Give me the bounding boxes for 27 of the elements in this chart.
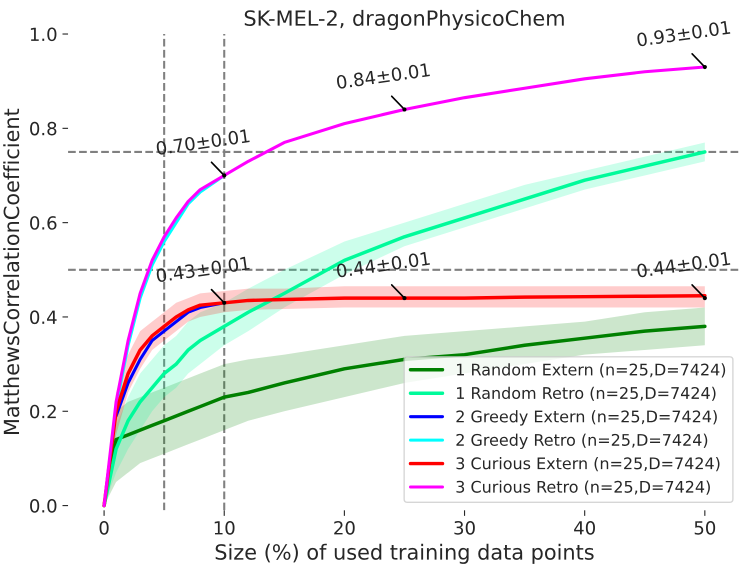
y-axis-title: MatthewsCorrelationCoefficient [3, 108, 20, 434]
legend-label: 1 Random Retro (n=25,D=7424) [457, 386, 716, 401]
x-tick-label: 20 [334, 521, 355, 535]
legend-label: 1 Random Extern (n=25,D=7424) [457, 363, 726, 378]
x-tick-label: 40 [574, 521, 595, 535]
annotation: 0.43±0.01 [156, 256, 250, 283]
x-tick-label: 10 [214, 521, 235, 535]
x-axis-title: Size (%) of used training data points [216, 544, 594, 564]
y-tick-label: 0.6 [30, 216, 56, 230]
y-tick-label: 0.4 [30, 310, 57, 324]
legend-label: 3 Curious Extern (n=25,D=7424) [456, 457, 720, 472]
x-tick-label: 0 [100, 521, 109, 535]
y-tick-label: 0.0 [30, 499, 56, 513]
annotation: 0.93±0.01 [636, 20, 730, 47]
y-tick-label: 0.2 [30, 404, 56, 418]
legend-label: 3 Curious Retro (n=25,D=7424) [456, 480, 710, 495]
y-tick-label: 0.8 [30, 122, 56, 136]
x-tick-label: 50 [694, 521, 716, 535]
annotation: 0.44±0.01 [636, 251, 730, 278]
annotation: 0.84±0.01 [336, 62, 430, 90]
annotation: 0.44±0.01 [336, 251, 430, 278]
legend-label: 2 Greedy Retro (n=25,D=7424) [456, 434, 708, 450]
chart-title: SK-MEL-2, dragonPhysicoChem [244, 10, 564, 30]
legend-label: 2 Greedy Extern (n=25,D=7424) [456, 410, 717, 426]
x-tick-label: 30 [454, 521, 475, 535]
annotation: 0.70±0.01 [156, 128, 250, 156]
y-tick-label: 1.0 [30, 27, 56, 42]
